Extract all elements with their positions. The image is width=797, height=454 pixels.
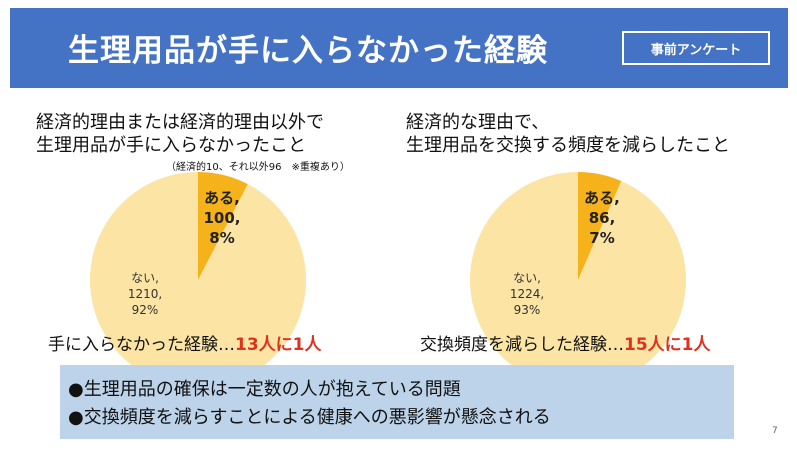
left-rest-label-1: ない,	[131, 271, 159, 285]
left-slice-label: ある, 100, 8%	[201, 188, 243, 248]
right-rest-label-3: 93%	[513, 303, 541, 317]
left-pie-chart	[90, 172, 307, 388]
right-rest-label-2: 1224,	[509, 287, 545, 301]
left-pie-slice-aru	[198, 172, 248, 280]
right-slice-label-3: 7%	[589, 229, 615, 247]
right-slice-label-2: 86,	[588, 209, 616, 227]
left-rest-label-2: 1210,	[127, 287, 163, 301]
left-note: （経済的10、それ以外96 ※重複あり）	[166, 162, 350, 173]
left-title-line1: 経済的理由または経済的理由以外で	[36, 112, 324, 133]
header-banner: 生理用品が手に入らなかった経験 事前アンケート	[10, 8, 788, 88]
right-title-line1: 経済的な理由で、	[406, 112, 550, 133]
right-pie-slice-aru	[578, 172, 622, 280]
left-rest-label-3: 92%	[131, 303, 159, 317]
right-summary-prefix: 交換頻度を減らした経験…	[420, 335, 624, 355]
right-summary: 交換頻度を減らした経験…15人に1人	[420, 330, 711, 355]
left-pie-slice-nai	[90, 172, 307, 388]
right-pie-chart	[469, 172, 686, 388]
left-slice-label-3: 8%	[209, 229, 235, 247]
left-rest-label: ない, 1210, 92%	[120, 270, 170, 318]
conclusion-line-2: ●交換頻度を減らすことによる健康への悪影響が懸念される	[68, 407, 551, 428]
right-rest-label: ない, 1224, 93%	[502, 270, 552, 318]
left-slice-label-2: 100,	[203, 209, 241, 227]
left-summary-prefix: 手に入らなかった経験…	[48, 335, 235, 355]
survey-tag: 事前アンケート	[622, 31, 770, 65]
left-summary-highlight: 13人に1人	[235, 335, 322, 355]
left-summary: 手に入らなかった経験…13人に1人	[48, 330, 322, 355]
right-slice-label: ある, 86, 7%	[581, 188, 623, 248]
left-title-line2: 生理用品が手に入らなかったこと	[36, 135, 306, 156]
right-slice-label-1: ある,	[584, 189, 620, 207]
conclusion-box: ●生理用品の確保は一定数の人が抱えている問題 ●交換頻度を減らすことによる健康へ…	[60, 365, 734, 439]
page-number: 7	[772, 426, 778, 436]
right-pie-slice-nai	[469, 172, 686, 388]
left-slice-label-1: ある,	[204, 189, 240, 207]
conclusion-line-1: ●生理用品の確保は一定数の人が抱えている問題	[68, 379, 461, 400]
right-title-line2: 生理用品を交換する頻度を減らしたこと	[406, 135, 730, 156]
right-summary-highlight: 15人に1人	[624, 335, 711, 355]
right-rest-label-1: ない,	[513, 271, 541, 285]
page-title: 生理用品が手に入らなかった経験	[68, 33, 548, 69]
